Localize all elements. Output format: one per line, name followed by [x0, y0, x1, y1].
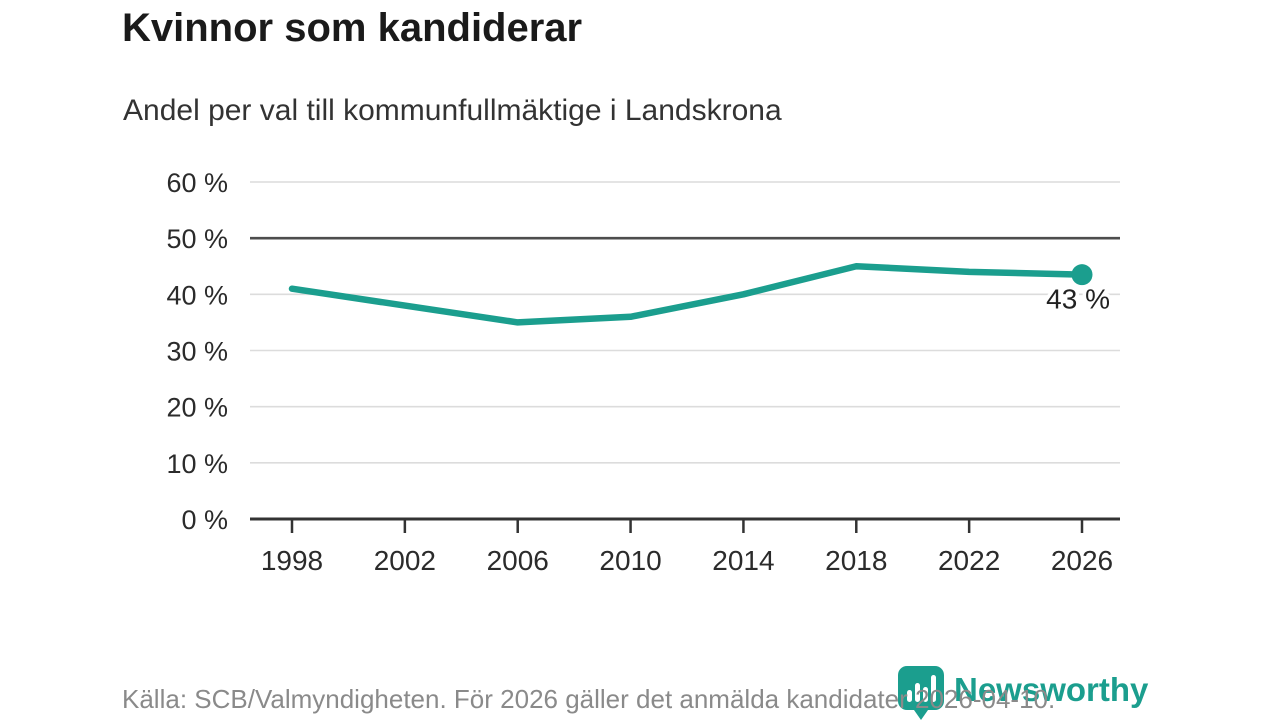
x-tick-label: 2018 — [825, 545, 887, 576]
end-point-dot — [1071, 264, 1093, 286]
x-tick-label: 2022 — [938, 545, 1000, 576]
newsworthy-logo: Newsworthy — [898, 666, 1148, 720]
y-tick-label: 10 % — [166, 449, 228, 479]
y-tick-label: 40 % — [166, 280, 228, 310]
y-tick-label: 60 % — [166, 168, 228, 198]
x-tick-label: 2002 — [374, 545, 436, 576]
newsworthy-pin-icon — [898, 666, 944, 720]
source-note: Källa: SCB/Valmyndigheten. För 2026 gäll… — [122, 684, 1056, 714]
x-tick-label: 2014 — [712, 545, 774, 576]
x-tick-label: 2010 — [599, 545, 661, 576]
brand-name: Newsworthy — [954, 671, 1149, 708]
x-tick-label: 2026 — [1051, 545, 1113, 576]
x-tick-label: 1998 — [261, 545, 323, 576]
page-subtitle: Andel per val till kommunfullmäktige i L… — [123, 94, 782, 127]
y-tick-label: 50 % — [166, 224, 228, 254]
y-tick-label: 0 % — [181, 505, 228, 535]
end-point-label: 43 % — [1046, 284, 1110, 315]
data-line — [288, 263, 1086, 326]
y-tick-label: 20 % — [166, 393, 228, 423]
y-tick-label: 30 % — [166, 337, 228, 367]
page-title: Kvinnor som kandiderar — [122, 6, 583, 50]
x-tick-label: 2006 — [487, 545, 549, 576]
